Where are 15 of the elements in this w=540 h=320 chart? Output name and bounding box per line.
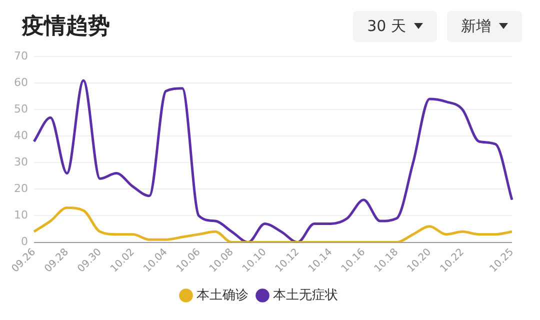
- y-tick-label: 50: [14, 102, 28, 116]
- y-tick-label: 0: [20, 235, 28, 248]
- y-tick-label: 30: [14, 156, 28, 169]
- line-series: [32, 79, 514, 242]
- y-tick-label: 40: [14, 129, 28, 142]
- legend-label: 本土确诊: [196, 288, 248, 303]
- text: 30 天: [367, 16, 406, 36]
- line-series: [32, 206, 514, 242]
- legend-label: 本土无症状: [273, 288, 338, 303]
- chart-title: 疫情趋势: [22, 13, 111, 41]
- y-tick-label: 60: [14, 76, 28, 89]
- y-tick-label: 70: [14, 49, 28, 62]
- text: 新增: [461, 16, 491, 36]
- y-tick-label: 10: [14, 208, 28, 222]
- y-tick-label: 20: [14, 182, 28, 196]
